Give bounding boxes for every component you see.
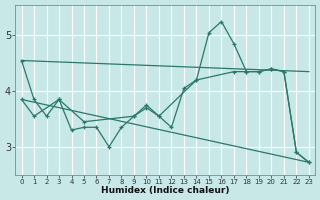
X-axis label: Humidex (Indice chaleur): Humidex (Indice chaleur) [101,186,229,195]
